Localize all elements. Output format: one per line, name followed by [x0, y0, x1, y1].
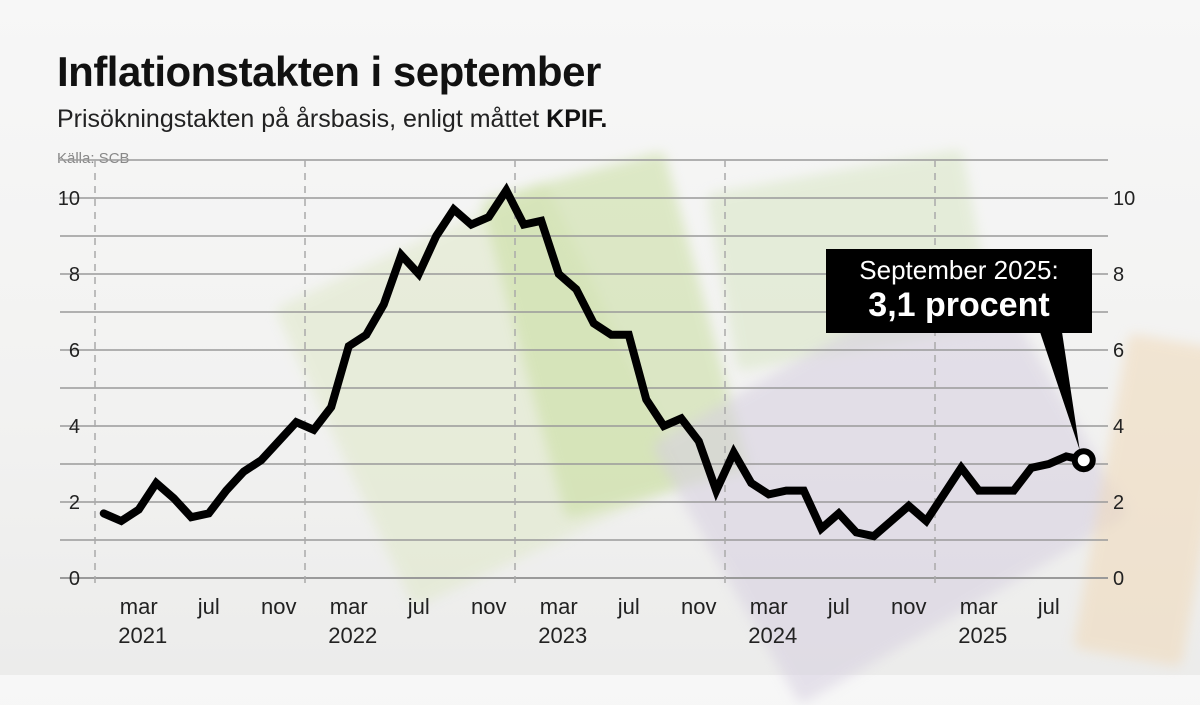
- y-tick-label-right: 0: [1113, 568, 1124, 590]
- x-month-label: jul: [197, 594, 220, 619]
- annotation-date: September 2025:: [859, 255, 1059, 285]
- subtitle: Prisökningstakten på årsbasis, enligt må…: [57, 105, 607, 134]
- x-month-label: nov: [261, 594, 296, 619]
- y-tick-label-left: 8: [69, 264, 80, 286]
- y-tick-label-right: 2: [1113, 492, 1124, 514]
- y-tick-label-right: 6: [1113, 340, 1124, 362]
- x-month-label: jul: [1037, 594, 1060, 619]
- x-month-label: jul: [407, 594, 430, 619]
- x-month-label: mar: [960, 594, 998, 619]
- source-label: Källa: SCB: [57, 150, 130, 167]
- line-chart: 0 0 2 2 4 4 6 6 8 8 10 10 mar jul nov 2021 mar jul nov 2022…: [58, 159, 1135, 648]
- subtitle-text: Prisökningstakten på årsbasis, enligt må…: [57, 105, 540, 133]
- x-month-label: mar: [540, 594, 578, 619]
- x-month-label: jul: [827, 594, 850, 619]
- subtitle-bold: KPIF.: [546, 105, 608, 133]
- x-year-label: 2023: [538, 623, 587, 648]
- page-title: Inflationstakten i september: [57, 48, 601, 95]
- x-year-label: 2021: [118, 623, 167, 648]
- x-month-label: mar: [330, 594, 368, 619]
- highlight-point: [1071, 448, 1096, 473]
- annotation-value: 3,1 procent: [868, 286, 1050, 324]
- x-year-label: 2024: [748, 623, 797, 648]
- x-month-label: nov: [471, 594, 506, 619]
- x-year-label: 2025: [958, 623, 1007, 648]
- x-year-label: 2022: [328, 623, 377, 648]
- data-line: [99, 182, 1088, 541]
- y-tick-label-left: 4: [69, 416, 80, 438]
- x-month-label: jul: [617, 594, 640, 619]
- y-tick-label-left: 0: [69, 568, 80, 590]
- annotation-box: September 2025: 3,1 procent: [826, 249, 1092, 333]
- x-month-label: nov: [681, 594, 716, 619]
- x-month-label: mar: [120, 594, 158, 619]
- y-tick-label-right: 8: [1113, 264, 1124, 286]
- y-tick-label-right: 10: [1113, 188, 1135, 210]
- x-month-label: mar: [750, 594, 788, 619]
- y-tick-label-right: 4: [1113, 416, 1124, 438]
- x-month-label: nov: [891, 594, 926, 619]
- y-tick-label-left: 6: [69, 340, 80, 362]
- y-tick-label-left: 2: [69, 492, 80, 514]
- y-tick-label-left: 10: [58, 188, 80, 210]
- annotation-pointer: [1040, 332, 1080, 451]
